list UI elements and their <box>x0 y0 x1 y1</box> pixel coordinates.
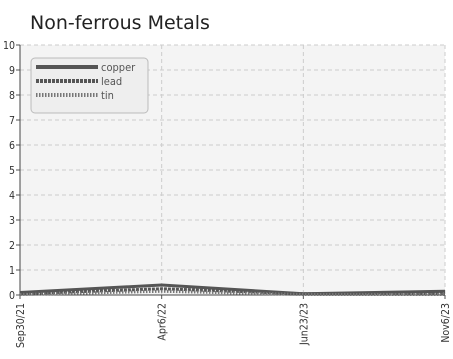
y-tick-label: 2 <box>9 240 15 252</box>
legend-label: tin <box>101 89 114 102</box>
y-tick-label: 10 <box>3 40 15 52</box>
x-tick-label: Apr6/22 <box>157 303 169 341</box>
legend-label: lead <box>101 75 122 88</box>
y-tick-label: 1 <box>9 265 15 277</box>
y-tick-label: 8 <box>9 90 15 102</box>
series-lines <box>19 283 446 296</box>
y-tick-label: 9 <box>9 65 15 77</box>
series-line-tin <box>19 289 445 296</box>
x-tick-label: Nov6/23 <box>440 303 452 343</box>
axes: 0 1 2 3 4 5 6 7 8 9 10 Sep30/21 Apr6/22 Jun23/23 Nov6/… <box>3 40 452 348</box>
legend-label: copper <box>101 61 136 74</box>
x-tick-label: Sep30/21 <box>15 303 27 348</box>
y-tick-label: 4 <box>9 190 15 202</box>
y-tick-label: 7 <box>9 115 15 127</box>
legend-box <box>30 57 149 114</box>
y-tick-label: 3 <box>9 215 15 227</box>
y-tick-label: 0 <box>9 290 15 302</box>
y-tick-label: 5 <box>9 165 15 177</box>
y-tick-label: 6 <box>9 140 15 152</box>
chart-title: Non-ferrous Metals <box>30 12 210 34</box>
x-tick-label: Jun23/23 <box>298 303 310 346</box>
